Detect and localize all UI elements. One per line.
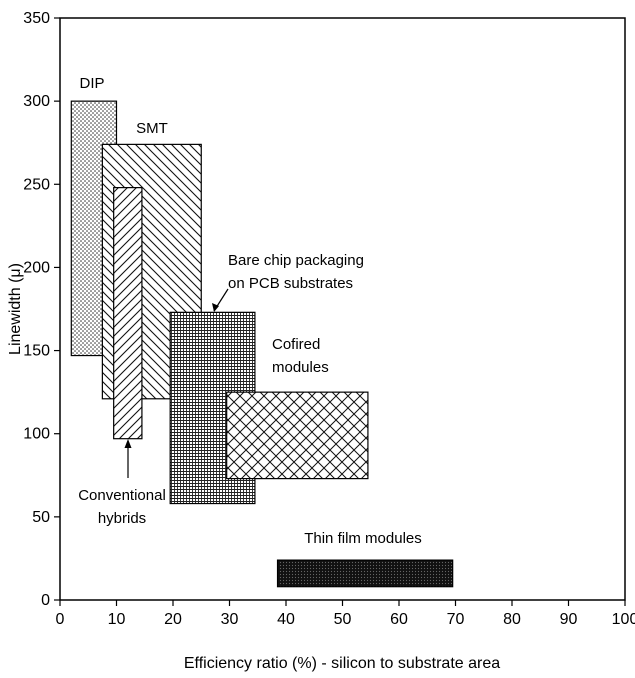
annotation-arrows [124, 288, 229, 478]
label-cofired-modules-line-1: Cofired [272, 336, 320, 353]
y-axis-title: Linewidth (μ) [7, 263, 24, 355]
label-bare-chip-packaging-on-pcb-substrates-line-1: Bare chip packaging [228, 252, 364, 269]
x-tick-label: 20 [164, 611, 182, 628]
label-thin-film-modules-line-1: Thin film modules [304, 530, 422, 547]
y-axis-ticks: 0 50 100 150 200 250 300 350 [23, 10, 60, 609]
x-axis-title: Efficiency ratio (%) - silicon to substr… [184, 655, 500, 672]
y-tick-label: 200 [23, 259, 50, 276]
bare-chip-arrowhead [212, 303, 219, 312]
x-tick-label: 80 [503, 611, 521, 628]
x-tick-label: 40 [277, 611, 295, 628]
x-tick-label: 100 [612, 611, 635, 628]
x-tick-label: 30 [221, 611, 239, 628]
label-dip-line-1: DIP [79, 75, 104, 92]
region-labels: DIP SMT Conventional hybrids Bare chip packa… [78, 75, 422, 547]
y-tick-label: 100 [23, 426, 50, 443]
y-tick-label: 150 [23, 343, 50, 360]
region-cofired-modules [226, 391, 369, 480]
label-smt-line-1: SMT [136, 120, 168, 137]
y-tick-label: 0 [41, 592, 50, 609]
hybrids-arrowhead [124, 439, 132, 448]
x-tick-label: 50 [334, 611, 352, 628]
x-tick-label: 10 [108, 611, 126, 628]
x-tick-label: 90 [560, 611, 578, 628]
x-axis-ticks: 0 10 20 30 40 50 60 70 80 90 100 [56, 600, 635, 628]
region-conventional-hybrids [113, 187, 143, 440]
label-conventional-hybrids-line-2: hybrids [98, 510, 146, 527]
label-cofired-modules-line-2: modules [272, 359, 329, 376]
y-tick-label: 350 [23, 10, 50, 27]
label-bare-chip-packaging-on-pcb-substrates-line-2: on PCB substrates [228, 275, 353, 292]
x-tick-label: 0 [56, 611, 65, 628]
regions-layer [70, 100, 454, 588]
y-tick-label: 300 [23, 93, 50, 110]
x-tick-label: 70 [447, 611, 465, 628]
label-conventional-hybrids-line-1: Conventional [78, 487, 166, 504]
region-thin-film-modules [276, 559, 454, 588]
y-tick-label: 250 [23, 176, 50, 193]
y-tick-label: 50 [32, 509, 50, 526]
x-tick-label: 60 [390, 611, 408, 628]
